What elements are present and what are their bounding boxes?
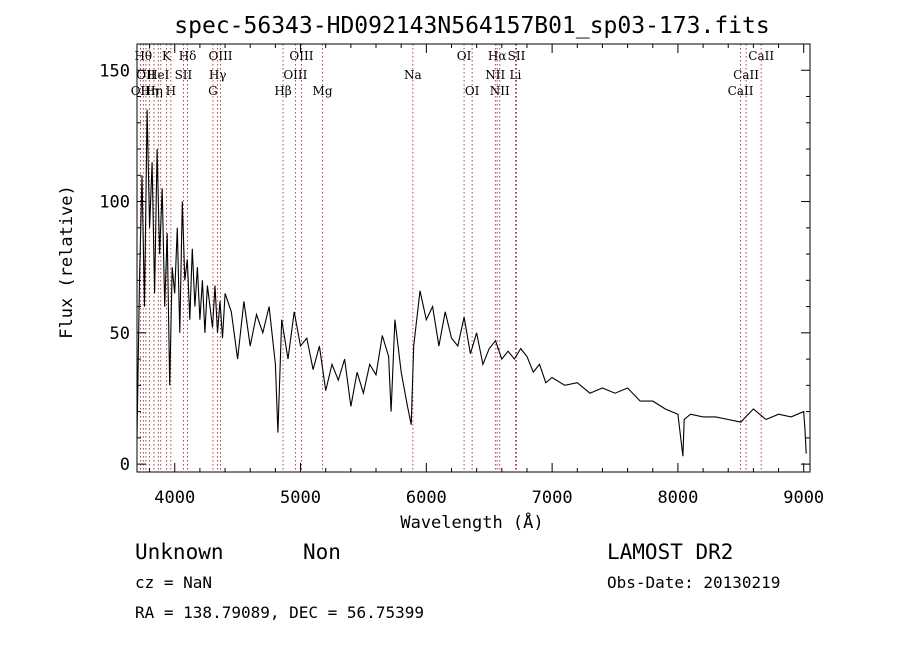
spectral-line-label: CaII xyxy=(733,68,759,82)
x-axis-ticks: 4000 5000 6000 7000 8000 9000 xyxy=(149,44,824,508)
spectral-line-label: HeI xyxy=(147,68,170,82)
spectral-line-label: OI xyxy=(465,84,480,98)
spectral-line-label: OIII xyxy=(208,49,232,63)
spectral-line-label: Hα xyxy=(488,49,507,63)
x-tick-label: 8000 xyxy=(657,488,698,508)
spectral-line-label: OII xyxy=(131,84,151,98)
spectral-line-labels: OIIHθOIIHηHηHeIKHSIIHδGHγOIIIHβOIIIOIIIM… xyxy=(131,49,775,98)
y-axis-label: Flux (relative) xyxy=(57,185,77,339)
observation-date: Obs-Date: 20130219 xyxy=(607,573,780,592)
spectral-line-label: Hθ xyxy=(134,49,152,63)
x-tick-label: 7000 xyxy=(532,488,573,508)
spectral-line-label: OII xyxy=(136,68,156,82)
spectral-line-label: NII xyxy=(485,68,505,82)
spectral-line-label: G xyxy=(208,84,218,98)
spectral-line-label: OI xyxy=(457,49,472,63)
object-subclass: Non xyxy=(303,540,341,564)
y-tick-label: 0 xyxy=(120,455,130,475)
y-tick-label: 50 xyxy=(110,324,130,344)
spectral-line-label: Mg xyxy=(313,84,333,98)
spectral-line-label: Na xyxy=(404,68,422,82)
chart-title: spec-56343-HD092143N564157B01_sp03-173.f… xyxy=(174,13,769,39)
spectral-line-label: Hβ xyxy=(274,84,291,98)
spectral-line-label: Hη xyxy=(140,84,158,98)
coordinates: RA = 138.79089, DEC = 56.75399 xyxy=(135,603,424,622)
object-class: Unknown xyxy=(135,540,224,564)
x-tick-label: 5000 xyxy=(280,488,321,508)
spectrum-line xyxy=(136,109,807,457)
spectral-line-label: OIII xyxy=(283,68,307,82)
survey-name: LAMOST DR2 xyxy=(607,540,733,564)
spectral-line-label: CaII xyxy=(728,84,754,98)
x-tick-label: 4000 xyxy=(154,488,195,508)
x-axis-label: Wavelength (Å) xyxy=(400,511,543,533)
spectral-line-label: NII xyxy=(490,84,510,98)
spectral-line-label: Hη xyxy=(145,84,163,98)
y-tick-label: 100 xyxy=(99,193,130,213)
y-axis-ticks: 0 50 100 150 xyxy=(99,61,810,475)
spectral-line-label: SII xyxy=(175,68,193,82)
redshift-cz: cz = NaN xyxy=(135,573,212,592)
x-tick-label: 9000 xyxy=(783,488,824,508)
spectral-line-label: H xyxy=(166,84,176,98)
spectral-line-label: Hγ xyxy=(209,68,227,82)
spectral-line-label: Li xyxy=(509,68,521,82)
y-tick-label: 150 xyxy=(99,61,130,81)
spectral-line-label: SII xyxy=(508,49,526,63)
x-tick-label: 6000 xyxy=(406,488,447,508)
spectral-line-label: K xyxy=(162,49,172,63)
plot-frame xyxy=(136,43,811,473)
spectral-line-markers xyxy=(139,44,762,472)
spectral-line-label: CaII xyxy=(748,49,774,63)
spectral-line-label: OIII xyxy=(289,49,313,63)
spectral-line-label: Hδ xyxy=(179,49,197,63)
